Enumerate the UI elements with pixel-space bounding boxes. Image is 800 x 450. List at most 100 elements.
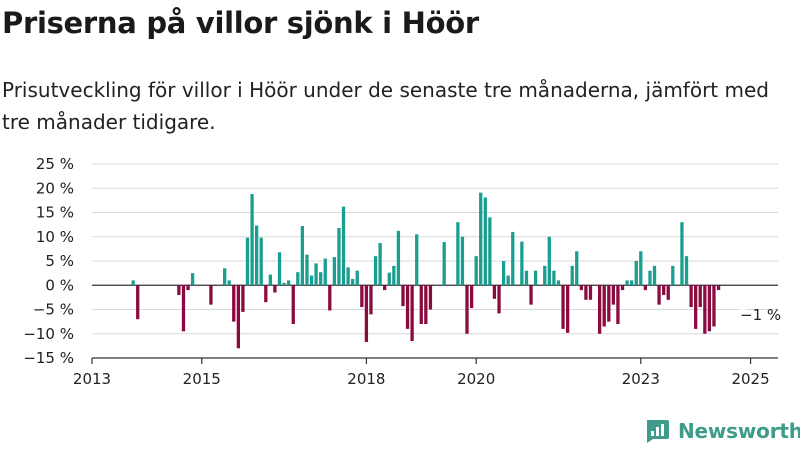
bar [469, 285, 474, 309]
bar [566, 285, 570, 333]
bar [479, 192, 483, 286]
bar [332, 257, 337, 286]
bar [323, 258, 327, 286]
bar [300, 226, 304, 286]
bar [337, 228, 341, 286]
bar [492, 285, 497, 299]
bar [264, 285, 268, 303]
bar [524, 270, 529, 286]
bar [245, 237, 250, 286]
bar [634, 261, 638, 286]
bar [506, 275, 510, 286]
bar [319, 272, 323, 286]
x-tick-label: 2015 [183, 370, 221, 388]
bar [355, 270, 359, 286]
bar [401, 285, 405, 307]
bar [396, 230, 401, 286]
bar-chart: −15 % −10 % −5 % 0 % 5 % 10 % 15 % 20 % 25 % 201… [23, 155, 781, 388]
bar [474, 256, 478, 286]
bar [405, 285, 410, 329]
bar [360, 285, 364, 308]
bar [703, 285, 707, 334]
bar [383, 285, 387, 291]
bar [684, 256, 689, 286]
bar [131, 280, 135, 286]
bar [309, 275, 314, 286]
y-tick-label: 25 % [36, 155, 74, 173]
bar [483, 197, 487, 286]
bar [698, 285, 702, 308]
bar [227, 280, 231, 286]
x-axis: 2013 2015 2018 2020 2023 2025 [73, 357, 778, 388]
bar [648, 270, 652, 286]
annotation-marker [737, 298, 750, 311]
bar [497, 285, 501, 314]
bar [643, 285, 647, 291]
bar [561, 285, 565, 329]
bar [428, 285, 433, 310]
bar [392, 265, 396, 286]
bar [652, 265, 657, 286]
bar [588, 285, 593, 300]
annotation-label: −1 % [740, 306, 781, 324]
bar [680, 222, 684, 286]
bar [305, 254, 309, 286]
y-tick-label: 0 % [45, 276, 74, 294]
y-tick-label: −5 % [33, 301, 74, 319]
bar [556, 280, 561, 286]
bar [543, 265, 547, 286]
bar [611, 285, 615, 305]
bar [341, 206, 346, 286]
x-tick-label: 2020 [457, 370, 495, 388]
bar [662, 285, 666, 295]
bar [364, 285, 369, 342]
bar [268, 274, 272, 286]
bar [442, 242, 446, 286]
chart-title: Priserna på villor sjönk i Höör [2, 6, 479, 40]
bar [511, 231, 515, 286]
bar [190, 273, 195, 286]
bar [209, 285, 213, 305]
x-tick-label: 2025 [731, 370, 769, 388]
bar [286, 280, 291, 286]
newsworthy-logo-icon [647, 420, 669, 443]
bar [465, 285, 469, 334]
bar [419, 285, 423, 325]
bar [616, 285, 620, 325]
bar [259, 237, 263, 286]
bar [314, 263, 318, 286]
bar [639, 251, 643, 286]
chart-subtitle: Prisutveckling för villor i Höör under d… [2, 78, 769, 134]
brand: Newsworthy [644, 418, 800, 444]
y-tick-label: −10 % [23, 325, 74, 343]
bar [232, 285, 236, 322]
bar [378, 243, 382, 286]
bar [282, 282, 286, 286]
bar [273, 285, 277, 293]
bar [602, 285, 606, 327]
y-tick-label: 20 % [36, 179, 74, 197]
bar [181, 285, 186, 332]
bar [694, 285, 698, 329]
brand-name: Newsworthy [678, 419, 800, 443]
bar [369, 285, 373, 315]
bar [707, 285, 712, 332]
annotation: −1 % [737, 298, 781, 324]
y-tick-label: −15 % [23, 349, 74, 367]
y-tick-label: 15 % [36, 204, 74, 222]
bar [716, 285, 721, 291]
bar [625, 280, 629, 286]
bar [597, 285, 602, 334]
x-tick-label: 2018 [347, 370, 385, 388]
bar [346, 267, 350, 286]
bar [552, 270, 556, 286]
bar [657, 285, 661, 305]
bar [136, 285, 140, 320]
x-tick-label: 2013 [73, 370, 111, 388]
bar [529, 285, 533, 305]
y-axis-labels: −15 % −10 % −5 % 0 % 5 % 10 % 15 % 20 % 25 % [23, 155, 74, 367]
bar [241, 285, 245, 312]
gridlines [92, 163, 778, 359]
bars [131, 192, 721, 349]
y-tick-label: 10 % [36, 228, 74, 246]
